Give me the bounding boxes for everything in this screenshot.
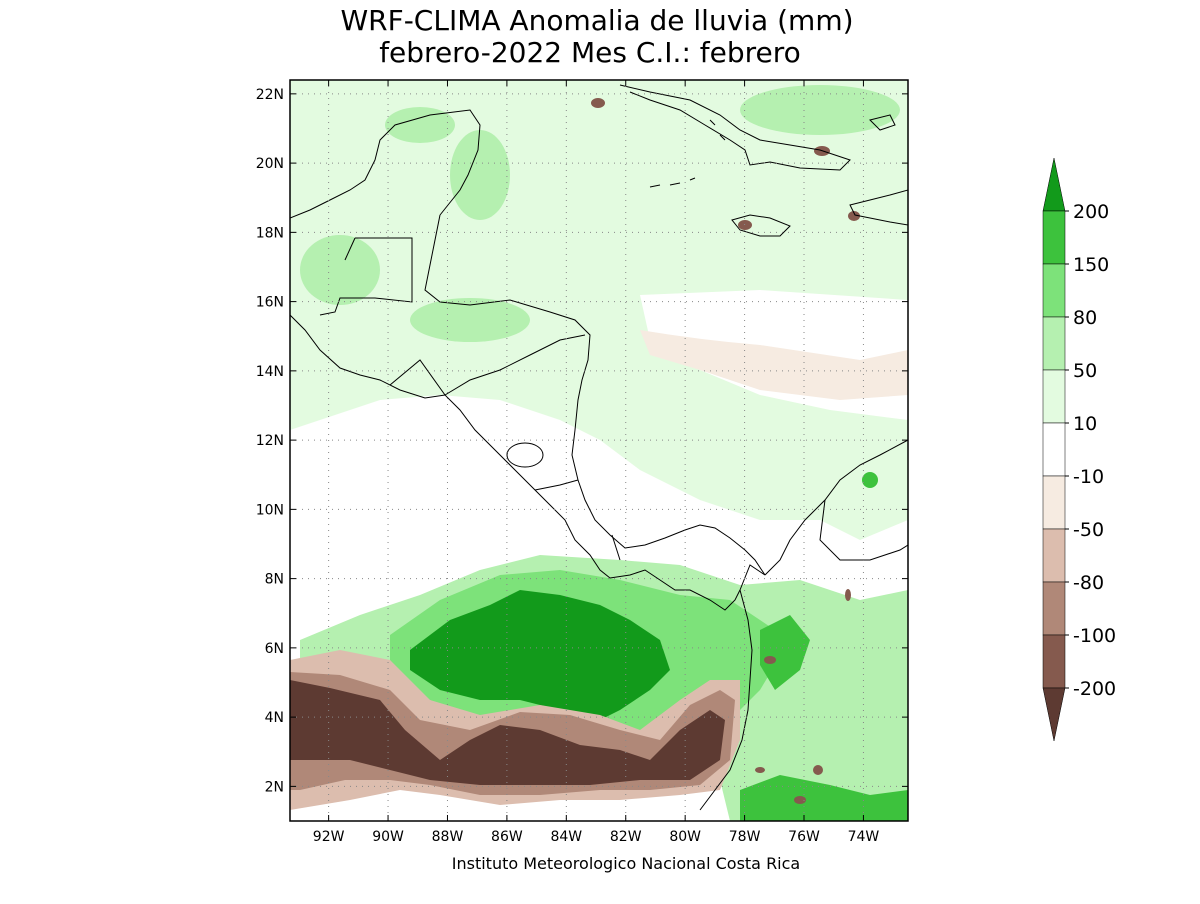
dry-spot <box>845 589 851 601</box>
wet-patch <box>450 130 510 220</box>
dry-spot <box>755 767 765 773</box>
dry-spot <box>738 220 752 230</box>
border-mexico-guatemala <box>344 237 356 261</box>
coastline-caribbean-central-america <box>424 214 766 576</box>
coastlines <box>290 84 908 811</box>
wet-patch <box>410 298 530 342</box>
colorbar: 200 150 80 50 10 -10 -50 -80 -100 -200 <box>1042 157 1116 742</box>
colorbar-label: 50 <box>1073 360 1097 382</box>
colorbar-label: -100 <box>1073 625 1116 647</box>
colorbar-segment <box>1042 634 1066 689</box>
border-colombia-venezuela <box>819 499 908 561</box>
colorbar-label: 10 <box>1073 413 1097 435</box>
map-title-line1: WRF-CLIMA Anomalia de lluvia (mm) <box>340 4 853 37</box>
coastline-cuba <box>619 84 851 171</box>
colorbar-label: -200 <box>1073 678 1116 700</box>
wet-patch <box>385 107 455 143</box>
coastline-jamaica <box>731 214 791 237</box>
dry-spot <box>591 98 605 108</box>
y-tick-label: 22N <box>256 87 284 103</box>
map-plot-area: 92W 90W 88W 86W 84W 82W 80W 78W 76W 74W 2N 4N 6N 8N 1… <box>256 79 909 845</box>
colorbar-segment <box>1042 581 1066 636</box>
border-guatemala <box>319 237 413 316</box>
colorbar-label: -80 <box>1073 572 1104 594</box>
y-tick-label: 2N <box>265 779 284 795</box>
colorbar-label: -50 <box>1073 519 1104 541</box>
lake-nicaragua <box>506 442 544 468</box>
wet-patch <box>300 235 380 305</box>
dry-spot <box>848 211 860 221</box>
x-tick-label: 92W <box>313 829 345 845</box>
anomaly-region-light-north <box>290 80 908 540</box>
colorbar-segment <box>1042 316 1066 371</box>
dry-spot <box>794 796 806 804</box>
x-axis: 92W 90W 88W 86W 84W 82W 80W 78W 76W 74W <box>313 80 880 845</box>
colorbar-segment <box>1042 210 1066 265</box>
anomaly-region-strong-core <box>410 590 670 720</box>
y-tick-label: 8N <box>265 572 284 588</box>
y-axis: 2N 4N 6N 8N 10N 12N 14N 16N 18N 20N 22N <box>256 87 908 795</box>
colorbar-arrow-top <box>1042 157 1066 212</box>
y-tick-label: 16N <box>256 295 284 311</box>
coastline-hispaniola <box>849 189 908 226</box>
x-tick-label: 88W <box>432 829 464 845</box>
x-tick-label: 76W <box>788 829 820 845</box>
coastline-yucatan <box>290 109 481 219</box>
colorbar-segment <box>1042 475 1066 530</box>
anomaly-region-strong-colombia <box>760 615 810 690</box>
x-tick-label: 80W <box>669 829 701 845</box>
colorbar-segment <box>1042 528 1066 583</box>
colorbar-segment <box>1042 422 1066 477</box>
map-title-line2: febrero-2022 Mes C.I.: febrero <box>379 36 801 69</box>
colorbar-segment <box>1042 263 1066 318</box>
anomaly-field <box>290 80 908 821</box>
x-tick-label: 90W <box>372 829 404 845</box>
coastline-islands <box>649 119 726 188</box>
anomaly-region-dry-caribbean <box>640 330 908 400</box>
wet-patch <box>862 472 878 488</box>
y-tick-label: 6N <box>265 641 284 657</box>
x-tick-label: 78W <box>729 829 761 845</box>
x-tick-label: 84W <box>550 829 582 845</box>
y-tick-label: 20N <box>256 156 284 172</box>
colorbar-segment <box>1042 369 1066 424</box>
y-tick-label: 4N <box>265 710 284 726</box>
y-tick-label: 12N <box>256 433 284 449</box>
footer-credit: Instituto Meteorologico Nacional Costa R… <box>452 854 800 873</box>
x-tick-label: 82W <box>610 829 642 845</box>
map-frame <box>289 79 909 822</box>
colorbar-label: 200 <box>1073 201 1109 223</box>
gridlines <box>290 80 908 821</box>
border-el-salvador-honduras <box>389 359 446 396</box>
border-nicaragua-costa-rica <box>534 479 579 491</box>
x-tick-label: 74W <box>848 829 880 845</box>
colorbar-label: 150 <box>1073 254 1109 276</box>
anomaly-region-dry-core <box>290 680 725 785</box>
anomaly-region-neutral-pacific <box>290 520 560 630</box>
border-honduras-nicaragua <box>444 334 586 396</box>
y-tick-label: 10N <box>256 502 284 518</box>
coastline-pacific-central-america <box>290 314 741 611</box>
wet-patch <box>740 85 900 135</box>
colorbar-arrow-bottom <box>1042 687 1066 742</box>
y-tick-label: 14N <box>256 364 284 380</box>
dry-spot <box>764 656 776 664</box>
colorbar-label: 80 <box>1073 307 1097 329</box>
colorbar-label: -10 <box>1073 466 1104 488</box>
border-panama-colombia <box>739 564 766 591</box>
coastline-bahamas <box>869 114 896 131</box>
dry-spot <box>813 765 823 775</box>
y-tick-label: 18N <box>256 225 284 241</box>
border-costa-rica-panama <box>611 534 621 561</box>
coastline-colombia-pacific <box>699 589 753 811</box>
x-tick-label: 86W <box>491 829 523 845</box>
